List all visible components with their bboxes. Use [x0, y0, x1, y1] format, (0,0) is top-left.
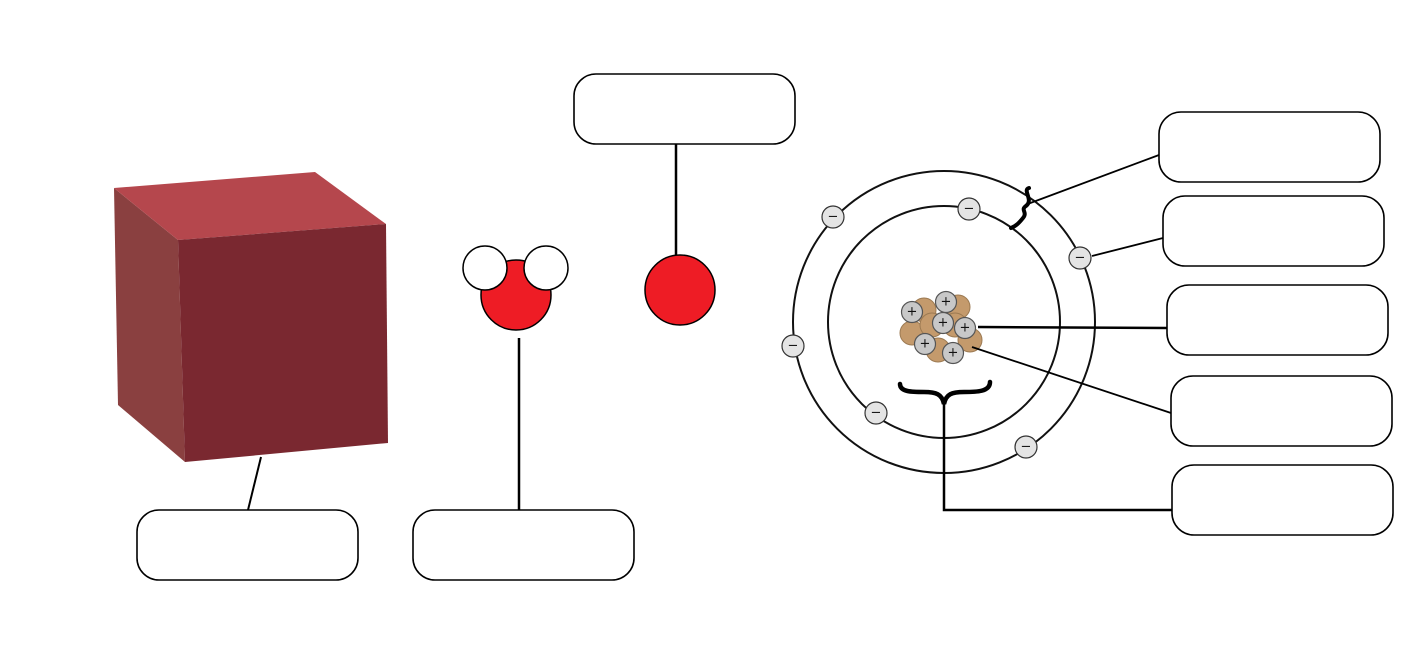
svg-text:−: −: [871, 406, 882, 421]
electron: −: [957, 197, 981, 221]
hydrogen-atom-right: [523, 245, 569, 291]
nucleus-label-box[interactable]: [1171, 464, 1394, 536]
svg-text:+: +: [907, 305, 918, 320]
cube-front-face: [178, 224, 388, 462]
cube-leader-line: [247, 456, 262, 511]
substance-cube: [114, 172, 388, 462]
shell-gap-brace: [1009, 186, 1031, 230]
proton: +: [934, 290, 958, 314]
cube-top-face: [114, 172, 386, 240]
electron: −: [1068, 246, 1092, 270]
proton: +: [953, 316, 977, 340]
neutron-leader-line: [971, 346, 1172, 414]
svg-text:+: +: [948, 346, 959, 361]
proton: +: [900, 300, 924, 324]
svg-text:+: +: [920, 337, 931, 352]
svg-text:−: −: [1075, 251, 1086, 266]
electron-leader-line: [1091, 237, 1164, 257]
substance-label-box[interactable]: [136, 509, 359, 581]
svg-text:−: −: [788, 339, 799, 354]
atom-label-box[interactable]: [573, 73, 796, 145]
nucleus: + + + + + +: [899, 290, 983, 365]
electron-label-box[interactable]: [1162, 195, 1385, 267]
svg-text:+: +: [960, 321, 971, 336]
proton-label-box[interactable]: [1166, 284, 1389, 356]
hydrogen-atom-left: [462, 245, 508, 291]
cube-left-face: [114, 188, 185, 462]
nucleus-leader-line: [942, 404, 1172, 512]
nucleus-brace: [897, 379, 993, 405]
electron: −: [864, 401, 888, 425]
shell-leader-line: [1024, 154, 1160, 206]
svg-text:+: +: [938, 316, 949, 331]
proton: +: [931, 311, 955, 335]
electron: −: [821, 205, 845, 229]
molecule-label-box[interactable]: [412, 509, 635, 581]
neutron-label-box[interactable]: [1170, 375, 1393, 447]
shell-label-box[interactable]: [1158, 111, 1381, 183]
svg-text:+: +: [941, 295, 952, 310]
water-molecule: [462, 245, 569, 331]
electron: −: [1014, 435, 1038, 459]
bohr-atom-model: + + + + + +: [781, 170, 1096, 474]
svg-text:−: −: [828, 210, 839, 225]
proton: +: [913, 332, 937, 356]
electron: −: [781, 334, 805, 358]
svg-text:−: −: [964, 202, 975, 217]
single-atom: [644, 254, 716, 326]
svg-text:−: −: [1021, 440, 1032, 455]
proton-leader-line: [977, 325, 1168, 330]
proton: +: [941, 341, 965, 365]
